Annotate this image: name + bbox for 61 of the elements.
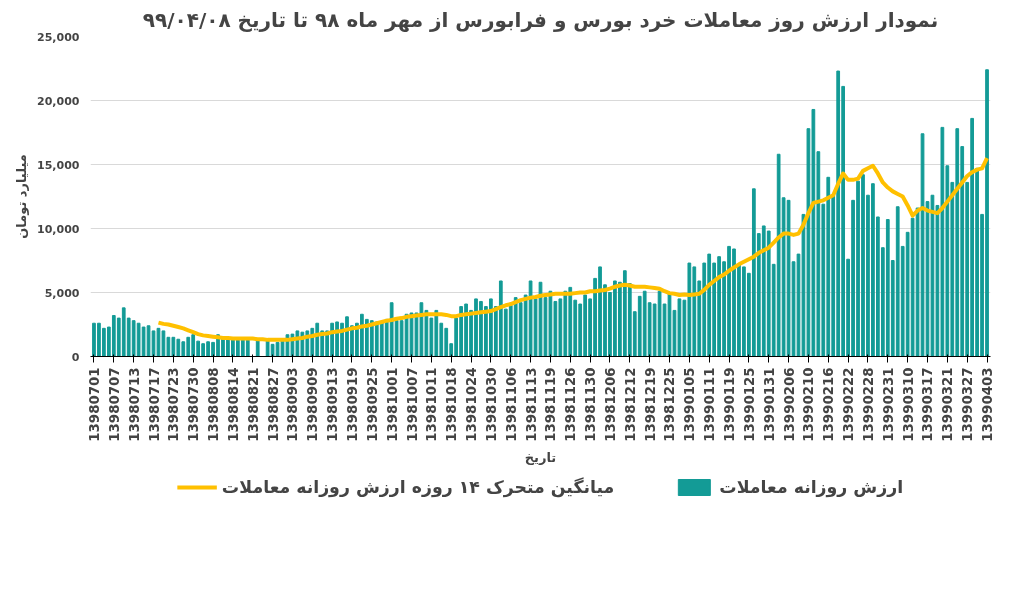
legend-label: میانگین متحرک ۱۴ روزه ارزش روزانه معاملات <box>221 477 615 497</box>
y-tick-label: 0 <box>71 350 80 364</box>
x-tick-label: 13981206 <box>602 367 618 442</box>
x-tick-label: 13980707 <box>106 367 122 442</box>
x-tick-label: 13981126 <box>563 367 579 442</box>
x-axis-title: تاریخ <box>524 449 557 465</box>
y-tick-label: 10,000 <box>37 222 80 236</box>
x-tick-label: 13990105 <box>682 367 698 442</box>
x-tick-label: 13981219 <box>642 367 658 442</box>
x-tick-label: 13980730 <box>186 367 202 442</box>
x-tick-label: 13990111 <box>702 367 718 442</box>
x-tick-label: 13990403 <box>980 367 996 442</box>
x-tick-label: 13981119 <box>543 367 559 442</box>
x-tick-label: 13980925 <box>364 367 380 442</box>
x-tick-label: 13980808 <box>206 367 222 442</box>
x-tick-label: 13981212 <box>622 367 638 442</box>
bar <box>538 281 543 357</box>
y-tick-label: 5,000 <box>44 286 80 300</box>
y-tick-label: 20,000 <box>37 94 80 108</box>
x-tick-label: 13980913 <box>325 367 341 442</box>
x-tick-label: 13981018 <box>444 367 460 442</box>
x-tick-label: 13990327 <box>960 367 976 442</box>
line-series <box>156 156 990 342</box>
bar <box>667 293 672 357</box>
legend-label: ارزش روزانه معاملات <box>719 477 904 497</box>
y-tick-label: 15,000 <box>37 158 80 172</box>
x-tick-label: 13980723 <box>166 367 182 442</box>
x-tick-label: 13981024 <box>464 367 480 442</box>
x-tick-label: 13990125 <box>741 367 757 442</box>
x-tick-label: 13990310 <box>900 367 916 442</box>
x-tick-label: 13981225 <box>662 367 678 442</box>
x-tick-label: 13990321 <box>940 367 956 442</box>
x-tick-label: 13980814 <box>225 367 241 442</box>
x-tick-label: 13981011 <box>424 367 440 442</box>
x-tick-label: 13990231 <box>880 367 896 442</box>
x-tick-label: 13990119 <box>722 367 738 442</box>
x-tick-label: 13981106 <box>503 367 519 442</box>
x-tick-label: 13990222 <box>841 367 857 442</box>
x-tick-label: 13981030 <box>483 367 499 442</box>
x-tick-label: 13981130 <box>583 367 599 442</box>
x-tick-label: 13980919 <box>344 367 360 442</box>
x-tick-label: 13981113 <box>523 367 539 442</box>
x-tick-label: 13990206 <box>781 367 797 442</box>
x-tick-label: 13990317 <box>920 367 936 442</box>
x-tick-label: 13990131 <box>761 367 777 442</box>
x-tick-label: 13990210 <box>801 367 817 442</box>
x-tick-label: 13980713 <box>126 367 142 442</box>
bar <box>409 312 414 357</box>
x-tick-label: 13980821 <box>245 367 261 442</box>
x-tick-label: 13980827 <box>265 367 281 442</box>
x-tick-label: 13980717 <box>146 367 162 442</box>
y-axis-title: میلیارد تومان <box>14 154 30 239</box>
x-tick-label: 13980909 <box>305 367 321 442</box>
x-tick-label: 13981001 <box>384 367 400 442</box>
x-tick-label: 13980701 <box>86 367 102 442</box>
x-tick-label: 13990228 <box>860 367 876 442</box>
x-tick-label: 13980903 <box>285 367 301 442</box>
y-tick-label: 25,000 <box>37 30 80 44</box>
chart-title: نمودار ارزش روز معاملات خرد بورس و فرابورس از مهر ماه ۹۸ تا تاریخ ۹۹/۰۴/۰۸ <box>142 7 939 32</box>
x-tick-label: 13981007 <box>404 367 420 442</box>
x-tick-label: 13990216 <box>821 367 837 442</box>
